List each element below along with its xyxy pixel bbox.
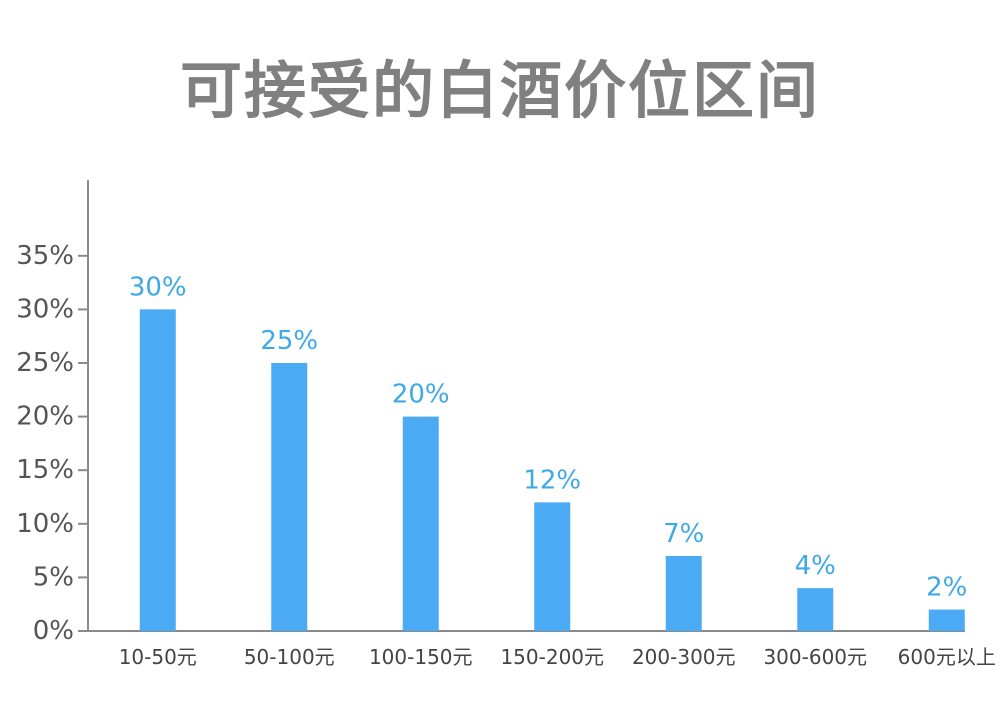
bar <box>928 609 965 631</box>
y-tick-label: 15% <box>16 455 74 485</box>
data-labels: 30% 25% 20% 12% 7% 4% 2% <box>129 272 968 602</box>
x-axis-categories: 10-50元 50-100元 100-150元 150-200元 200-300元 300… <box>119 645 996 669</box>
bar <box>797 588 834 631</box>
y-tick-label: 25% <box>16 348 74 378</box>
bar <box>271 363 308 631</box>
chart-title: 可接受的白酒价位区间 <box>179 54 820 127</box>
y-tick-label: 35% <box>16 241 74 271</box>
data-label: 20% <box>392 380 450 410</box>
x-category-label: 150-200元 <box>500 645 604 669</box>
y-tick-label: 0% <box>33 616 74 646</box>
data-label: 25% <box>260 326 318 356</box>
data-label: 2% <box>926 573 967 603</box>
x-category-label: 300-600元 <box>763 645 867 669</box>
data-label: 30% <box>129 272 187 302</box>
data-label: 7% <box>663 519 704 549</box>
bar <box>534 502 571 631</box>
x-category-label: 10-50元 <box>119 645 197 669</box>
bar <box>139 309 176 631</box>
y-tick-label: 10% <box>16 509 74 539</box>
y-tick-label: 5% <box>33 562 74 592</box>
x-category-label: 200-300元 <box>632 645 736 669</box>
x-category-label: 50-100元 <box>244 645 335 669</box>
data-label: 4% <box>795 551 836 581</box>
x-category-label: 100-150元 <box>369 645 473 669</box>
bars <box>139 309 965 631</box>
y-tick-label: 30% <box>16 294 74 324</box>
bar <box>665 555 702 631</box>
data-label: 12% <box>523 465 581 495</box>
y-axis-ticks: 0% 5% 10% 15% 20% 25% 30% 35% <box>16 241 88 646</box>
x-category-label: 600元以上 <box>898 645 996 669</box>
bar <box>402 416 439 631</box>
y-tick-label: 20% <box>16 402 74 432</box>
